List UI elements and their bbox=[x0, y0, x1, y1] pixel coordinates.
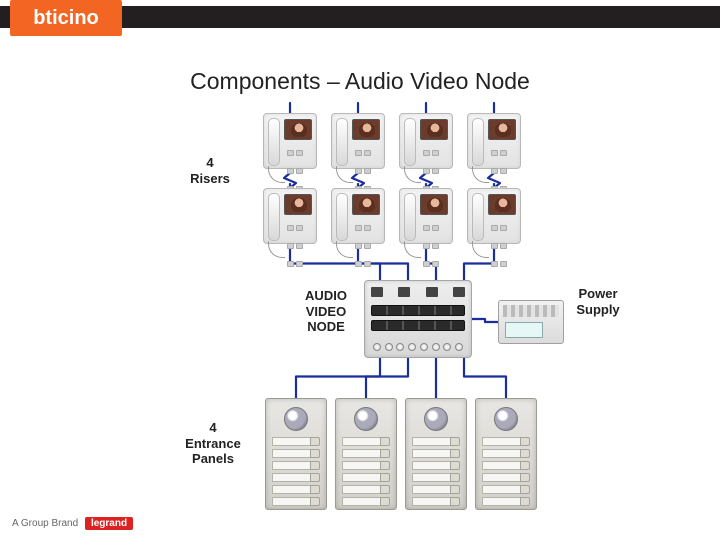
entrance-panel bbox=[405, 398, 467, 510]
entrance-panel bbox=[265, 398, 327, 510]
footer-badge: legrand bbox=[85, 517, 133, 530]
label-psu: PowerSupply bbox=[568, 286, 628, 317]
label-panels: 4EntrancePanels bbox=[174, 420, 252, 467]
power-supply bbox=[498, 300, 564, 344]
indoor-station bbox=[263, 188, 317, 244]
footer-text: A Group Brand bbox=[12, 518, 78, 529]
audio-video-node bbox=[364, 280, 472, 358]
indoor-station bbox=[467, 113, 521, 169]
indoor-station bbox=[467, 188, 521, 244]
indoor-station bbox=[263, 113, 317, 169]
label-avnode: AUDIOVIDEONODE bbox=[298, 288, 354, 335]
indoor-station bbox=[331, 113, 385, 169]
indoor-station bbox=[399, 113, 453, 169]
entrance-panel bbox=[335, 398, 397, 510]
indoor-station bbox=[399, 188, 453, 244]
label-risers: 4Risers bbox=[180, 155, 240, 186]
footer-brand: A Group Brand legrand bbox=[12, 517, 133, 530]
indoor-station bbox=[331, 188, 385, 244]
entrance-panel bbox=[475, 398, 537, 510]
